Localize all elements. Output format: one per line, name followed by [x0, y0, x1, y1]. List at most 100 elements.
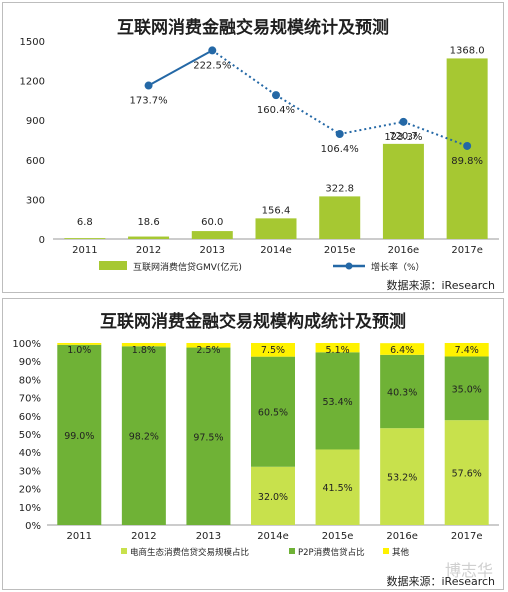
- stack-value-label: 97.5%: [193, 432, 223, 443]
- x-tick-label: 2017e: [451, 245, 483, 256]
- gmv-chart: 0 300 600 900 1200 1500 6.8 2011 18.6 2012 60.0 201…: [20, 37, 499, 273]
- gmv-value-label: 18.6: [137, 217, 159, 228]
- gmv-bar: [128, 236, 170, 239]
- gmv-chart-source: 数据来源：iResearch: [386, 279, 495, 292]
- composition-chart-panel: 互联网消费金融交易规模构成统计及预测 0% 10% 20% 30% 40% 50% 60% 7…: [2, 298, 504, 590]
- gmv-value-label: 322.8: [325, 183, 354, 194]
- x-tick-label: 2013: [200, 245, 225, 256]
- growth-rate-label: 160.4%: [257, 105, 295, 116]
- stack-segment: [380, 428, 425, 525]
- growth-point: [463, 141, 472, 150]
- x-tick-label: 2012: [136, 245, 161, 256]
- legend-swatch: [121, 548, 127, 554]
- gmv-value-label: 156.4: [262, 205, 291, 216]
- stack-segment: [380, 354, 425, 429]
- stack-segment: [315, 352, 360, 450]
- x-tick-label: 2016e: [388, 245, 420, 256]
- stack-segment: [315, 343, 360, 353]
- y-tick-label: 30%: [19, 466, 41, 477]
- watermark-text: 博志华: [444, 561, 493, 580]
- stack-value-label: 98.2%: [129, 432, 159, 443]
- stack-segment: [186, 343, 231, 348]
- stack-segment: [57, 343, 102, 345]
- composition-chart: 0% 10% 20% 30% 40% 50% 60% 70% 80% 90% 100% 99.0% 1.…: [12, 339, 499, 558]
- stack-value-label: 60.5%: [258, 408, 288, 419]
- stack-value-label: 7.5%: [261, 345, 285, 356]
- y-tick-label: 1200: [20, 77, 45, 88]
- gmv-bar: [382, 143, 424, 239]
- y-tick-label: 0%: [25, 521, 41, 532]
- stack-value-label: 1.0%: [67, 345, 91, 356]
- stack-value-label: 57.6%: [452, 469, 482, 480]
- legend-bar-label: 互联网消费信贷GMV(亿元): [133, 261, 242, 273]
- y-tick-label: 10%: [19, 503, 41, 514]
- growth-point: [208, 46, 217, 55]
- stack-segment: [57, 344, 102, 525]
- stack-value-label: 7.4%: [455, 345, 479, 356]
- stack-value-label: 40.3%: [387, 388, 417, 399]
- stack-value-label: 1.8%: [132, 345, 156, 356]
- composition-chart-source: 数据来源：iResearch: [386, 575, 495, 588]
- gmv-value-label: 6.8: [77, 217, 93, 228]
- x-tick-label: 2014e: [257, 531, 289, 542]
- legend-label: P2P消费信贷占比: [298, 547, 365, 558]
- stack-segment: [121, 343, 166, 347]
- x-tick-label: 2013: [196, 531, 221, 542]
- stack-segment: [251, 466, 295, 525]
- composition-chart-title: 互联网消费金融交易规模构成统计及预测: [100, 312, 406, 332]
- y-tick-label: 70%: [19, 394, 41, 405]
- growth-line-solid: [148, 49, 213, 87]
- growth-rate-label: 173.7%: [130, 96, 168, 107]
- stack-segment: [380, 343, 425, 355]
- stack-segment: [444, 356, 489, 421]
- stack-segment: [121, 346, 166, 525]
- growth-point: [272, 91, 280, 100]
- y-tick-label: 40%: [19, 448, 41, 459]
- gmv-chart-panel: 互联网消费金融交易规模统计及预测 0 300 600 900 1200 1500 6.8 20…: [2, 2, 504, 293]
- stack-segment: [444, 420, 489, 525]
- legend-line-marker: [345, 262, 353, 270]
- growth-point: [335, 129, 344, 138]
- gmv-value-label: 1368.0: [450, 45, 485, 56]
- growth-rate-label: 106.4%: [321, 144, 359, 155]
- y-tick-label: 900: [26, 116, 45, 127]
- x-tick-label: 2015e: [324, 245, 356, 256]
- x-tick-label: 2016e: [386, 531, 418, 542]
- growth-rate-label: 89.8%: [451, 156, 483, 167]
- gmv-value-label: 60.0: [201, 217, 223, 228]
- legend-line-label: 增长率（%）: [371, 261, 425, 273]
- stack-value-label: 6.4%: [390, 345, 414, 356]
- gmv-value-label: 720.7: [389, 131, 418, 142]
- y-tick-label: 60%: [19, 412, 41, 423]
- y-tick-label: 80%: [19, 375, 41, 386]
- x-tick-label: 2011: [67, 531, 92, 542]
- legend-swatch: [383, 548, 389, 554]
- legend-label: 电商生态消费信贷交易规模占比: [130, 547, 249, 558]
- stack-value-label: 99.0%: [64, 431, 94, 442]
- gmv-bar: [64, 238, 106, 239]
- growth-rate-label: 123.3%: [384, 132, 422, 143]
- legend-swatch: [289, 548, 295, 554]
- stack-value-label: 35.0%: [452, 384, 482, 395]
- y-tick-label: 300: [26, 195, 45, 206]
- legend-label: 其他: [392, 547, 410, 558]
- x-tick-label: 2011: [72, 245, 97, 256]
- stack-value-label: 2.5%: [196, 345, 220, 356]
- growth-line-dotted: [403, 120, 468, 147]
- growth-line-dotted: [211, 49, 277, 96]
- x-tick-label: 2017e: [451, 531, 483, 542]
- stack-value-label: 41.5%: [322, 483, 352, 494]
- legend-bar-swatch: [99, 261, 127, 270]
- gmv-chart-title: 互联网消费金融交易规模统计及预测: [117, 18, 389, 38]
- y-tick-label: 100%: [12, 339, 41, 350]
- y-tick-label: 20%: [19, 485, 41, 496]
- y-tick-label: 50%: [19, 430, 41, 441]
- growth-point: [399, 117, 408, 126]
- stack-value-label: 5.1%: [326, 345, 350, 356]
- gmv-bar: [255, 218, 297, 239]
- stack-segment: [251, 343, 295, 357]
- stack-segment: [444, 343, 489, 357]
- growth-rate-label: 222.5%: [193, 60, 231, 71]
- gmv-bar: [319, 196, 361, 239]
- y-tick-label: 90%: [19, 357, 41, 368]
